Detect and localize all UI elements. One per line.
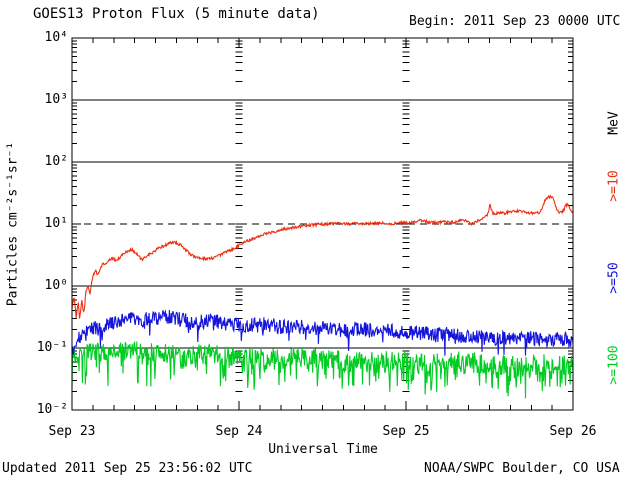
y-tick-label: 10⁻¹ [36, 340, 68, 355]
chart-title: GOES13 Proton Flux (5 minute data) [33, 6, 320, 22]
x-tick-label: Sep 25 [382, 424, 430, 439]
y-tick-label: 10³ [44, 92, 68, 107]
y-tick-label: 10¹ [44, 216, 68, 231]
y-tick-label: 10⁻² [36, 402, 68, 417]
x-tick-label: Sep 24 [215, 424, 263, 439]
trace-ge50 [71, 309, 574, 356]
trace-ge100 [71, 340, 574, 399]
y-axis-title: Particles cm⁻²s⁻¹sr⁻¹ [5, 141, 21, 307]
updated-timestamp: Updated 2011 Sep 25 23:56:02 UTC [2, 461, 253, 476]
legend-ge50-label: >=50 [606, 262, 622, 294]
plot-border [71, 37, 574, 411]
y-tick-label: 10⁰ [44, 278, 68, 293]
x-tick-label: Sep 26 [549, 424, 597, 439]
x-tick-label: Sep 23 [48, 424, 96, 439]
right-axis-unit-label: MeV [606, 111, 622, 135]
trace-ge10 [71, 194, 574, 319]
begin-timestamp: Begin: 2011 Sep 23 0000 UTC [409, 14, 621, 29]
legend-ge10-label: >=10 [606, 170, 622, 202]
y-tick-label: 10² [44, 154, 68, 169]
source-credit: NOAA/SWPC Boulder, CO USA [424, 461, 620, 476]
y-tick-label: 10⁴ [44, 30, 68, 45]
x-axis-title: Universal Time [268, 442, 378, 457]
legend-ge100-label: >=100 [606, 345, 622, 385]
